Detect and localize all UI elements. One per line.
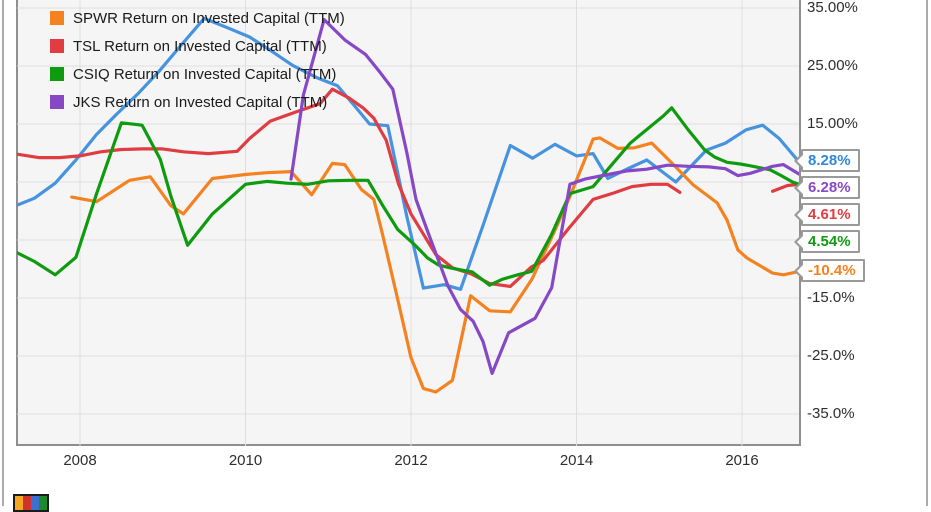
tsl-line [17,87,682,288]
legend-label: JKS Return on Invested Capital (TTM) [73,93,328,111]
legend-swatch-tsl [50,39,64,53]
jks-line [289,18,799,375]
callout-value: 6.28% [808,179,851,196]
csiq-line [17,106,799,287]
x-tick-label: 2016 [725,452,759,469]
widget-border-right [926,0,928,506]
callout-value: 4.61% [808,206,851,223]
callout-value: 8.28% [808,152,851,169]
legend-item-tsl[interactable]: TSL Return on Invested Capital (TTM) [50,32,345,60]
y-tick-label: 25.00% [807,57,858,74]
legend-label: CSIQ Return on Invested Capital (TTM) [73,65,337,83]
fslr-line [17,16,799,291]
x-tick-label: 2010 [228,452,263,469]
widget-border-left [2,0,4,506]
spwr-line [70,136,799,394]
y-tick-label: -35.0% [807,405,855,422]
roic-line-chart [17,0,799,446]
callout-spwr: -10.4% [794,259,865,282]
gridlines [17,0,799,446]
x-tick-label: 2008 [63,452,97,469]
y-tick-label: 35.00% [807,0,858,16]
legend-swatch-csiq [50,67,64,81]
callout-arrow-fill [797,181,803,194]
y-tick-label: 15.00% [807,115,858,132]
callout-jks: 6.28% [794,176,860,199]
chart-legend: FSLR Return on Invested Capital (TTM)SPW… [50,0,345,116]
legend-item-csiq[interactable]: CSIQ Return on Invested Capital (TTM) [50,60,345,88]
callout-fslr: 8.28% [794,149,860,172]
callout-arrow-fill [797,235,803,248]
callout-arrow-fill [797,208,803,221]
callout-arrow-fill [797,264,803,277]
legend-item-spwr[interactable]: SPWR Return on Invested Capital (TTM) [50,4,345,32]
x-tick-label: 2014 [559,452,594,469]
y-tick-label: -25.0% [807,347,855,364]
legend-label: TSL Return on Invested Capital (TTM) [73,37,327,55]
legend-swatch-jks [50,95,64,109]
legend-swatch-spwr [50,11,64,25]
callout-value: -10.4% [808,262,856,279]
callout-csiq: 4.54% [794,230,860,253]
callout-value: 4.54% [808,233,851,250]
callout-tsl: 4.61% [794,203,860,226]
ycharts-logo-icon [13,494,49,512]
x-tick-label: 2012 [394,452,428,469]
y-tick-label: -15.0% [807,289,855,306]
callout-arrow-fill [797,154,803,167]
legend-item-jks[interactable]: JKS Return on Invested Capital (TTM) [50,88,345,116]
legend-label: SPWR Return on Invested Capital (TTM) [73,9,345,27]
